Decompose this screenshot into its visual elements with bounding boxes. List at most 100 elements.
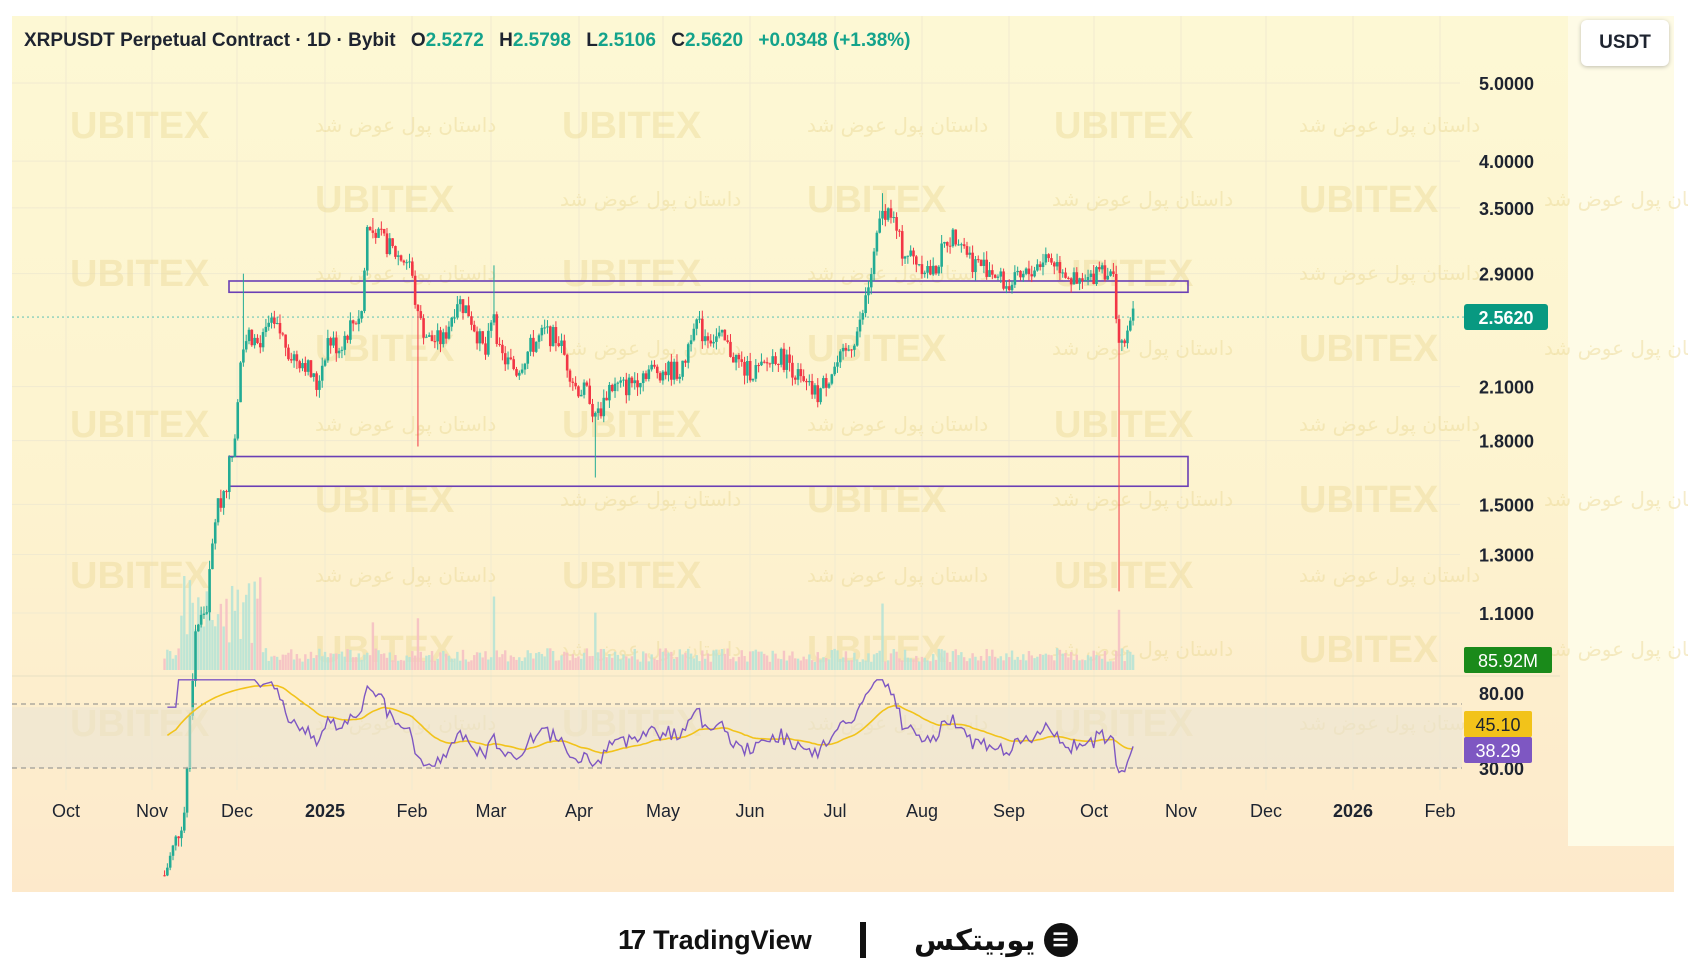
volume-bar [546,648,549,670]
volume-bar [492,596,496,670]
volume-bar [532,658,535,670]
candle-body [847,349,851,351]
candle-body [931,265,935,275]
candle-body [267,322,271,327]
candle-body [1072,272,1076,285]
candle-body [999,271,1003,277]
volume-bar [329,653,332,670]
candle-body [202,613,206,615]
candle-body [1103,265,1107,280]
volume-bar [681,654,684,670]
volume-bar [633,648,636,670]
volume-bar [433,660,437,670]
candle-body [945,242,949,246]
volume-bar [177,648,180,670]
footer-divider [860,922,866,958]
ubitex-icon: ☰ [1043,923,1078,957]
volume-bar [962,657,966,670]
candle-body [979,259,983,266]
candle-body [228,457,231,492]
candle-body [543,327,546,329]
volume-bar [233,610,237,670]
candle-body [808,381,811,383]
candle-body [1081,278,1084,281]
time-tick-label: Jun [735,801,764,821]
candle-body [380,228,383,230]
volume-bar [470,660,473,670]
volume-bar [1050,655,1053,670]
volume-bar [1030,655,1033,670]
candle-body [354,323,358,325]
volume-bar [1075,654,1078,670]
candle-body [565,354,569,371]
candle-body [264,326,268,333]
candle-body [515,369,518,376]
candle-body [850,349,853,351]
candle-body [197,624,200,632]
volume-bar [965,661,969,670]
candle-body [1021,273,1025,278]
candle-body [492,314,496,323]
volume-bar [520,661,524,670]
candle-body [289,359,293,361]
price-tick-label: 1.8000 [1479,432,1534,452]
candle-body [985,259,988,277]
candle-body [861,313,865,320]
volume-bar [473,655,476,670]
candle-body [343,335,347,350]
candle-body [855,331,859,346]
volume-bar [1038,654,1042,670]
volume-bar [819,659,822,670]
candle-body [1089,273,1093,277]
volume-bar [1115,650,1118,670]
candle-body [610,384,614,392]
candle-body [951,229,955,247]
volume-bar [779,659,783,670]
volume-bar [771,650,774,670]
volume-bar [808,654,811,670]
currency-button[interactable]: USDT [1581,20,1669,66]
volume-bar [794,658,797,670]
candle-body [948,245,952,247]
candle-body [411,261,414,276]
volume-bar [960,652,963,670]
candle-body [481,331,485,344]
candle-body [655,366,659,374]
candle-body [1117,319,1121,343]
candle-body [957,244,960,246]
volume-bar [951,651,955,670]
volume-bar [419,651,422,670]
volume-bar [166,649,169,670]
volume-bar [506,661,510,670]
candle-body [385,233,389,255]
candle-body [329,338,332,346]
candle-body [627,377,631,396]
candle-body [805,380,808,383]
time-tick-label: Nov [136,801,168,821]
volume-bar [292,659,296,670]
volume-bar [571,654,575,670]
volume-bar [422,661,425,670]
volume-bar [1047,654,1050,670]
candle-body [613,383,617,392]
candle-body [532,337,535,352]
volume-bar [402,660,406,670]
candle-body [720,329,724,333]
candle-body [791,362,794,378]
volume-bar [906,657,910,670]
symbol-title: XRPUSDT Perpetual Contract · 1D · Bybit [24,30,396,51]
candle-body [1041,262,1045,268]
watermark-slogan: داستان پول عوض شد [560,487,741,512]
volume-bar [425,655,428,670]
volume-bar [416,618,420,670]
watermark-brand: UBITEX [315,479,455,521]
volume-bar [923,657,926,670]
candle-body [315,373,318,390]
volume-bar [971,653,974,670]
volume-bar [467,661,470,670]
candle-body [298,361,301,369]
volume-bar [163,658,166,670]
volume-bar [833,648,836,670]
candle-body [402,260,406,263]
volume-bar [836,650,839,670]
